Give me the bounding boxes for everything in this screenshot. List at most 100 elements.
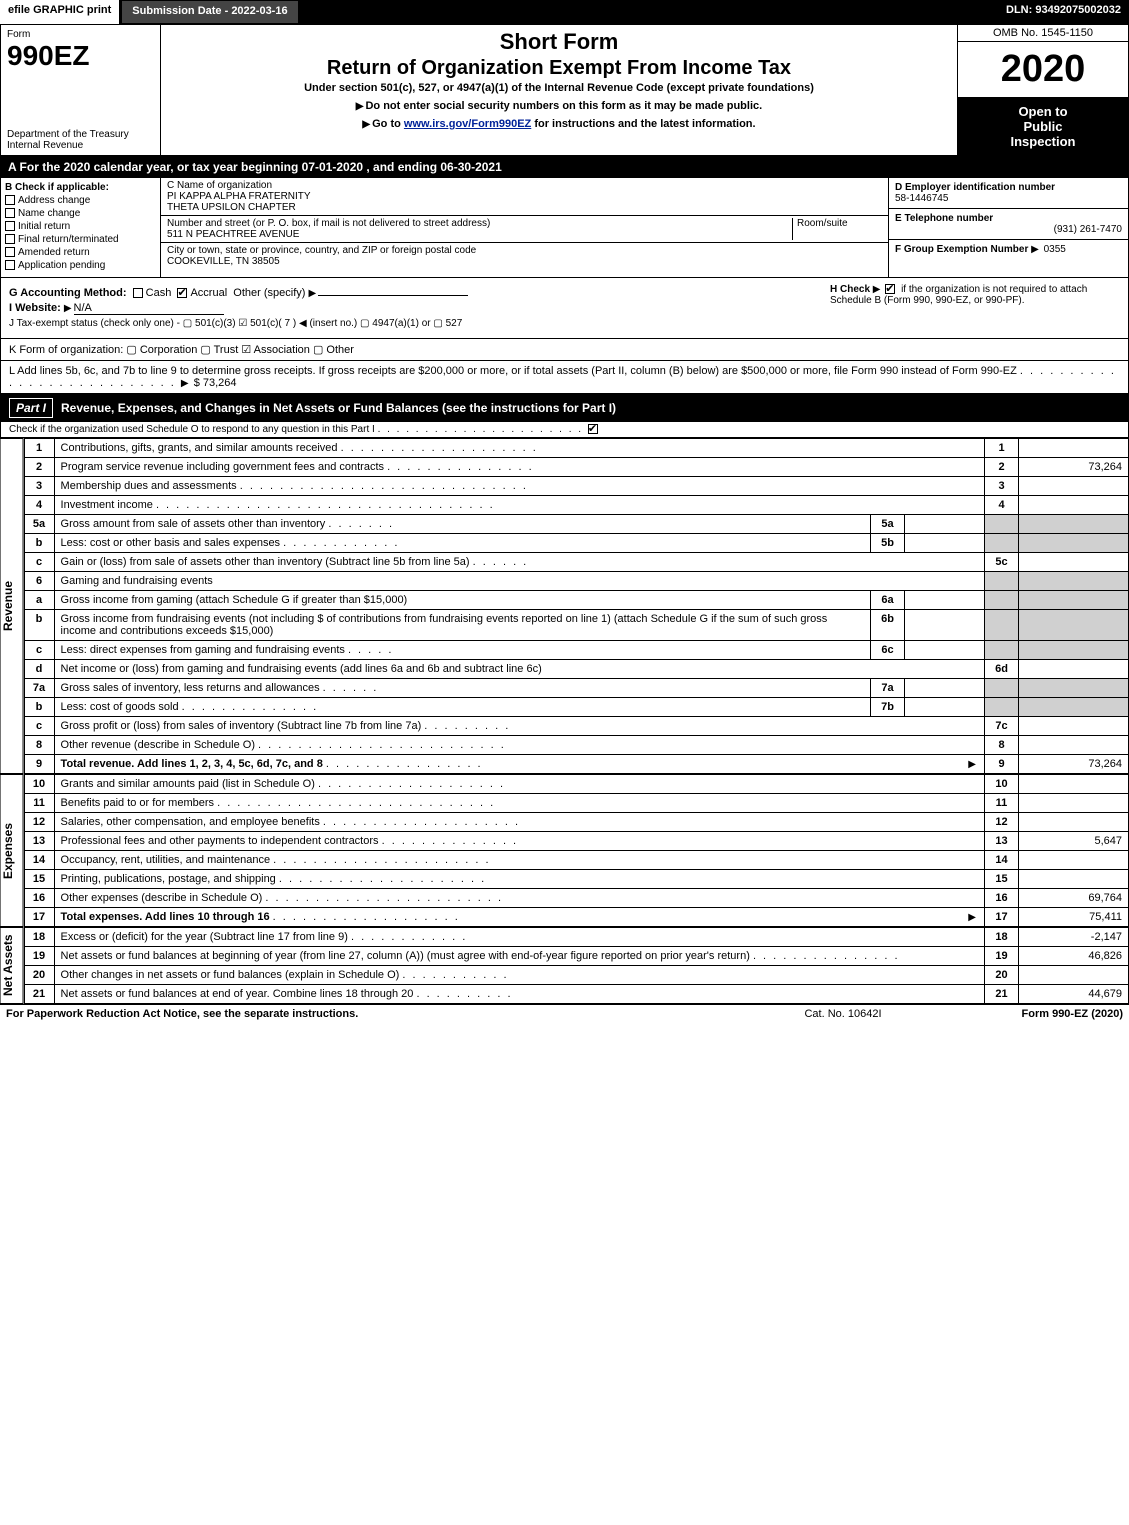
row-13-num: 13 bbox=[985, 832, 1019, 851]
row-17-desc: Total expenses. Add lines 10 through 16 bbox=[61, 911, 270, 923]
chk-address-change[interactable]: Address change bbox=[5, 195, 156, 206]
box-d-label: D Employer identification number bbox=[895, 182, 1055, 193]
row-21-desc: Net assets or fund balances at end of ye… bbox=[61, 988, 414, 1000]
row-7c-desc: Gross profit or (loss) from sales of inv… bbox=[61, 720, 422, 732]
footer-formref: Form 990-EZ (2020) bbox=[943, 1008, 1123, 1020]
row-16-num: 16 bbox=[985, 889, 1019, 908]
goto-pre: Go to bbox=[372, 118, 404, 130]
chk-schedule-b[interactable] bbox=[885, 284, 895, 294]
box-def: D Employer identification number 58-1446… bbox=[888, 178, 1128, 277]
dln-number: DLN: 93492075002032 bbox=[998, 0, 1129, 24]
row-16-val: 69,764 bbox=[1019, 889, 1129, 908]
box-b: B Check if applicable: Address change Na… bbox=[1, 178, 161, 277]
row-12-desc: Salaries, other compensation, and employ… bbox=[61, 816, 320, 828]
org-name-row: C Name of organization PI KAPPA ALPHA FR… bbox=[161, 178, 888, 216]
row-7b-box: 7b bbox=[871, 698, 905, 717]
line-l-text: L Add lines 5b, 6c, and 7b to line 9 to … bbox=[9, 365, 1017, 377]
row-3: 3Membership dues and assessments . . . .… bbox=[24, 477, 1128, 496]
chk-name-change[interactable]: Name change bbox=[5, 208, 156, 219]
footer-paperwork: For Paperwork Reduction Act Notice, see … bbox=[6, 1008, 743, 1020]
chk-accrual[interactable] bbox=[177, 288, 187, 298]
row-11-desc: Benefits paid to or for members bbox=[61, 797, 214, 809]
row-7b-boxval bbox=[905, 698, 985, 717]
row-5c-num: 5c bbox=[985, 553, 1019, 572]
row-5c: cGain or (loss) from sale of assets othe… bbox=[24, 553, 1128, 572]
part-1-title: Revenue, Expenses, and Changes in Net As… bbox=[61, 401, 1120, 415]
row-6d-num: 6d bbox=[985, 660, 1019, 679]
line-h-label: H Check bbox=[830, 284, 870, 295]
row-5b-box: 5b bbox=[871, 534, 905, 553]
line-k: K Form of organization: ▢ Corporation ▢ … bbox=[0, 339, 1129, 361]
row-12: 12Salaries, other compensation, and empl… bbox=[24, 813, 1128, 832]
chk-amended-return-label: Amended return bbox=[18, 247, 90, 258]
group-exemption-value: 0355 bbox=[1044, 244, 1066, 255]
row-11: 11Benefits paid to or for members . . . … bbox=[24, 794, 1128, 813]
row-7a-boxval bbox=[905, 679, 985, 698]
omb-number: OMB No. 1545-1150 bbox=[958, 25, 1128, 42]
netassets-section: Net Assets 18Excess or (deficit) for the… bbox=[0, 927, 1129, 1004]
expenses-table: 10Grants and similar amounts paid (list … bbox=[24, 774, 1129, 927]
part-1-check-text: Check if the organization used Schedule … bbox=[9, 424, 375, 435]
org-address: 511 N PEACHTREE AVENUE bbox=[167, 229, 299, 240]
row-6d: dNet income or (loss) from gaming and fu… bbox=[24, 660, 1128, 679]
row-15-num: 15 bbox=[985, 870, 1019, 889]
revenue-table: 1Contributions, gifts, grants, and simil… bbox=[24, 438, 1129, 774]
row-1-num: 1 bbox=[985, 439, 1019, 458]
row-6-desc: Gaming and fundraising events bbox=[54, 572, 984, 591]
row-1: 1Contributions, gifts, grants, and simil… bbox=[24, 439, 1128, 458]
row-8-num: 8 bbox=[985, 736, 1019, 755]
efile-print-label[interactable]: efile GRAPHIC print bbox=[0, 0, 121, 24]
row-21-val: 44,679 bbox=[1019, 985, 1129, 1004]
dept-line2: Internal Revenue bbox=[7, 140, 83, 151]
row-4: 4Investment income . . . . . . . . . . .… bbox=[24, 496, 1128, 515]
org-city: COOKEVILLE, TN 38505 bbox=[167, 256, 280, 267]
row-4-val bbox=[1019, 496, 1129, 515]
row-7c-num: 7c bbox=[985, 717, 1019, 736]
row-6b-box: 6b bbox=[871, 610, 905, 641]
row-4-num: 4 bbox=[985, 496, 1019, 515]
chk-initial-return-label: Initial return bbox=[18, 221, 70, 232]
room-suite-label: Room/suite bbox=[792, 218, 882, 240]
row-21: 21 Net assets or fund balances at end of … bbox=[24, 985, 1128, 1004]
open-to-public: Open to Public Inspection bbox=[958, 98, 1128, 155]
dept-line1: Department of the Treasury bbox=[7, 129, 129, 140]
return-title: Return of Organization Exempt From Incom… bbox=[171, 57, 947, 80]
row-20-desc: Other changes in net assets or fund bala… bbox=[61, 969, 400, 981]
row-18-desc: Excess or (deficit) for the year (Subtra… bbox=[61, 931, 348, 943]
chk-final-return[interactable]: Final return/terminated bbox=[5, 234, 156, 245]
top-bar: efile GRAPHIC print Submission Date - 20… bbox=[0, 0, 1129, 24]
other-specify-input[interactable] bbox=[318, 295, 468, 296]
row-7c-val bbox=[1019, 717, 1129, 736]
row-6b-desc: Gross income from fundraising events (no… bbox=[54, 610, 870, 641]
row-5b-desc: Less: cost or other basis and sales expe… bbox=[61, 537, 281, 549]
row-12-val bbox=[1019, 813, 1129, 832]
chk-initial-return[interactable]: Initial return bbox=[5, 221, 156, 232]
org-addr-row: Number and street (or P. O. box, if mail… bbox=[161, 216, 888, 243]
row-9-val: 73,264 bbox=[1019, 755, 1129, 774]
row-6a: aGross income from gaming (attach Schedu… bbox=[24, 591, 1128, 610]
row-10: 10Grants and similar amounts paid (list … bbox=[24, 775, 1128, 794]
chk-application-pending-label: Application pending bbox=[18, 260, 105, 271]
row-6c-box: 6c bbox=[871, 641, 905, 660]
chk-cash-label: Cash bbox=[146, 287, 172, 299]
box-f: F Group Exemption Number 0355 bbox=[889, 240, 1128, 259]
chk-application-pending[interactable]: Application pending bbox=[5, 260, 156, 271]
chk-amended-return[interactable]: Amended return bbox=[5, 247, 156, 258]
row-4-desc: Investment income bbox=[61, 499, 153, 511]
section-gh: G Accounting Method: Cash Accrual Other … bbox=[0, 278, 1129, 339]
row-10-num: 10 bbox=[985, 775, 1019, 794]
info-block: B Check if applicable: Address change Na… bbox=[0, 178, 1129, 278]
line-a-period: A For the 2020 calendar year, or tax yea… bbox=[0, 156, 1129, 178]
irs-link[interactable]: www.irs.gov/Form990EZ bbox=[404, 118, 531, 130]
row-9-desc: Total revenue. Add lines 1, 2, 3, 4, 5c,… bbox=[61, 758, 323, 770]
row-21-num: 21 bbox=[985, 985, 1019, 1004]
website-value: N/A bbox=[74, 302, 224, 315]
box-d: D Employer identification number 58-1446… bbox=[889, 178, 1128, 209]
ein-value: 58-1446745 bbox=[895, 193, 948, 204]
row-6c-boxval bbox=[905, 641, 985, 660]
chk-cash[interactable] bbox=[133, 288, 143, 298]
chk-schedule-o[interactable] bbox=[588, 424, 598, 434]
line-g-label: G Accounting Method: bbox=[9, 287, 127, 299]
row-5b: bLess: cost or other basis and sales exp… bbox=[24, 534, 1128, 553]
row-2-desc: Program service revenue including govern… bbox=[61, 461, 384, 473]
